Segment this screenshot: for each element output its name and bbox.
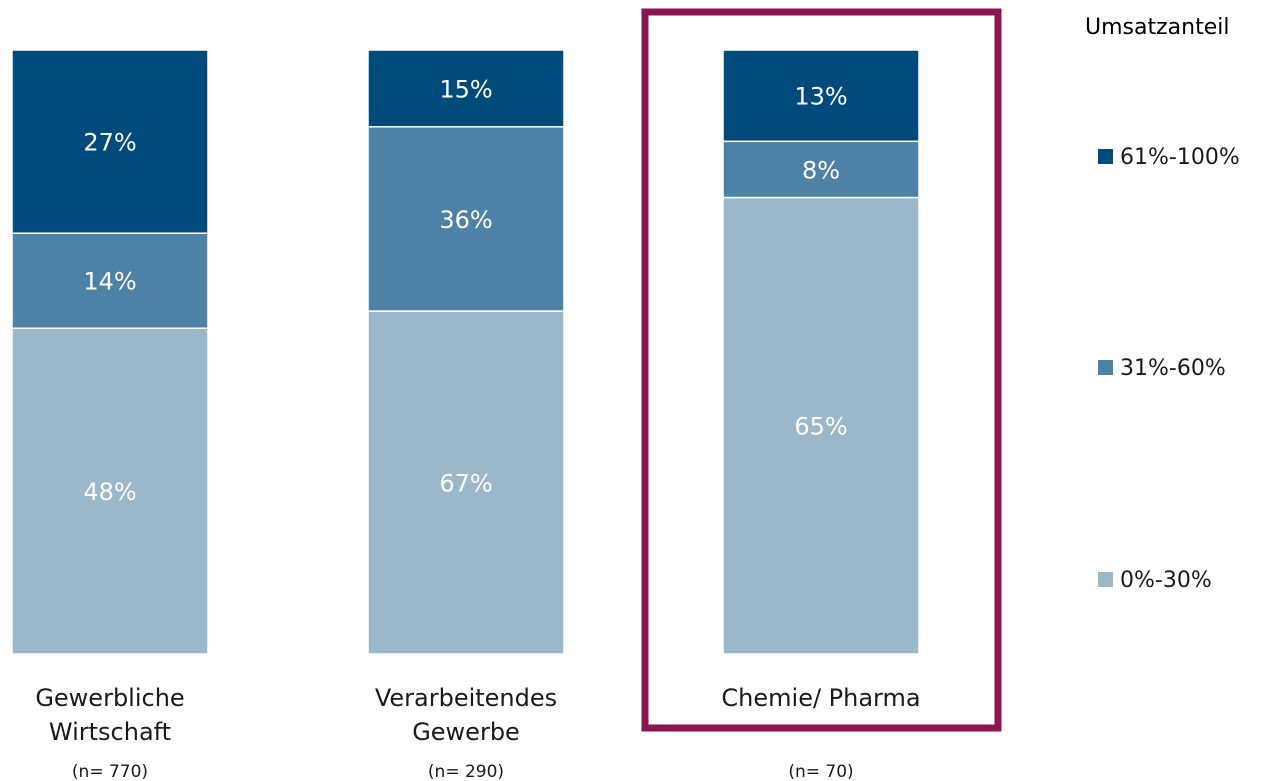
- bar-segment-1-3: [11, 49, 209, 234]
- category-label-1-line-1: Gewerbliche: [35, 684, 184, 712]
- sample-size-label-2: (n= 290): [428, 762, 504, 781]
- bar-segment-1-2: [11, 232, 209, 329]
- data-label-1-1: 48%: [83, 478, 136, 506]
- bar-segment-2-3: [367, 49, 565, 128]
- bars-group: 48% 14% 27% 67% 36% 15% 65% 8% 13%: [11, 49, 920, 655]
- category-labels-group: Gewerbliche Wirtschaft (n= 770) Verarbeiten…: [35, 684, 920, 781]
- bar-segment-3-1: [722, 196, 920, 655]
- sample-size-label-1: (n= 770): [72, 762, 148, 781]
- data-label-2-3: 15%: [439, 75, 492, 103]
- legend-label-3: 0%-30%: [1120, 568, 1212, 593]
- legend-swatch-3: [1098, 572, 1113, 587]
- data-label-2-2: 36%: [439, 206, 492, 234]
- legend-label-2: 31%-60%: [1120, 356, 1226, 381]
- legend: Umsatzanteil 61%-100% 31%-60% 0%-30%: [1085, 15, 1240, 593]
- category-label-2-line-2: Gewerbe: [412, 718, 520, 746]
- data-label-3-1: 65%: [794, 413, 847, 441]
- data-label-3-2: 8%: [802, 156, 840, 184]
- category-label-1-line-2: Wirtschaft: [49, 718, 171, 746]
- data-label-2-1: 67%: [439, 470, 492, 498]
- legend-label-1: 61%-100%: [1120, 145, 1240, 170]
- legend-swatch-1: [1098, 149, 1113, 164]
- highlight-frame: [641, 8, 1002, 732]
- category-label-3-line-1: Chemie/ Pharma: [721, 684, 920, 712]
- bar-segment-2-2: [367, 126, 565, 312]
- data-label-1-3: 27%: [83, 129, 136, 157]
- bar-segment-3-3: [722, 49, 920, 143]
- legend-swatch-2: [1098, 360, 1113, 375]
- data-label-3-3: 13%: [794, 83, 847, 111]
- category-label-2-line-1: Verarbeitendes: [375, 684, 557, 712]
- sample-size-label-3: (n= 70): [788, 762, 853, 781]
- data-label-1-2: 14%: [83, 268, 136, 296]
- bar-segment-1-1: [11, 327, 209, 655]
- bar-segment-3-2: [722, 140, 920, 199]
- legend-title: Umsatzanteil: [1085, 15, 1229, 40]
- bar-segment-2-1: [367, 310, 565, 655]
